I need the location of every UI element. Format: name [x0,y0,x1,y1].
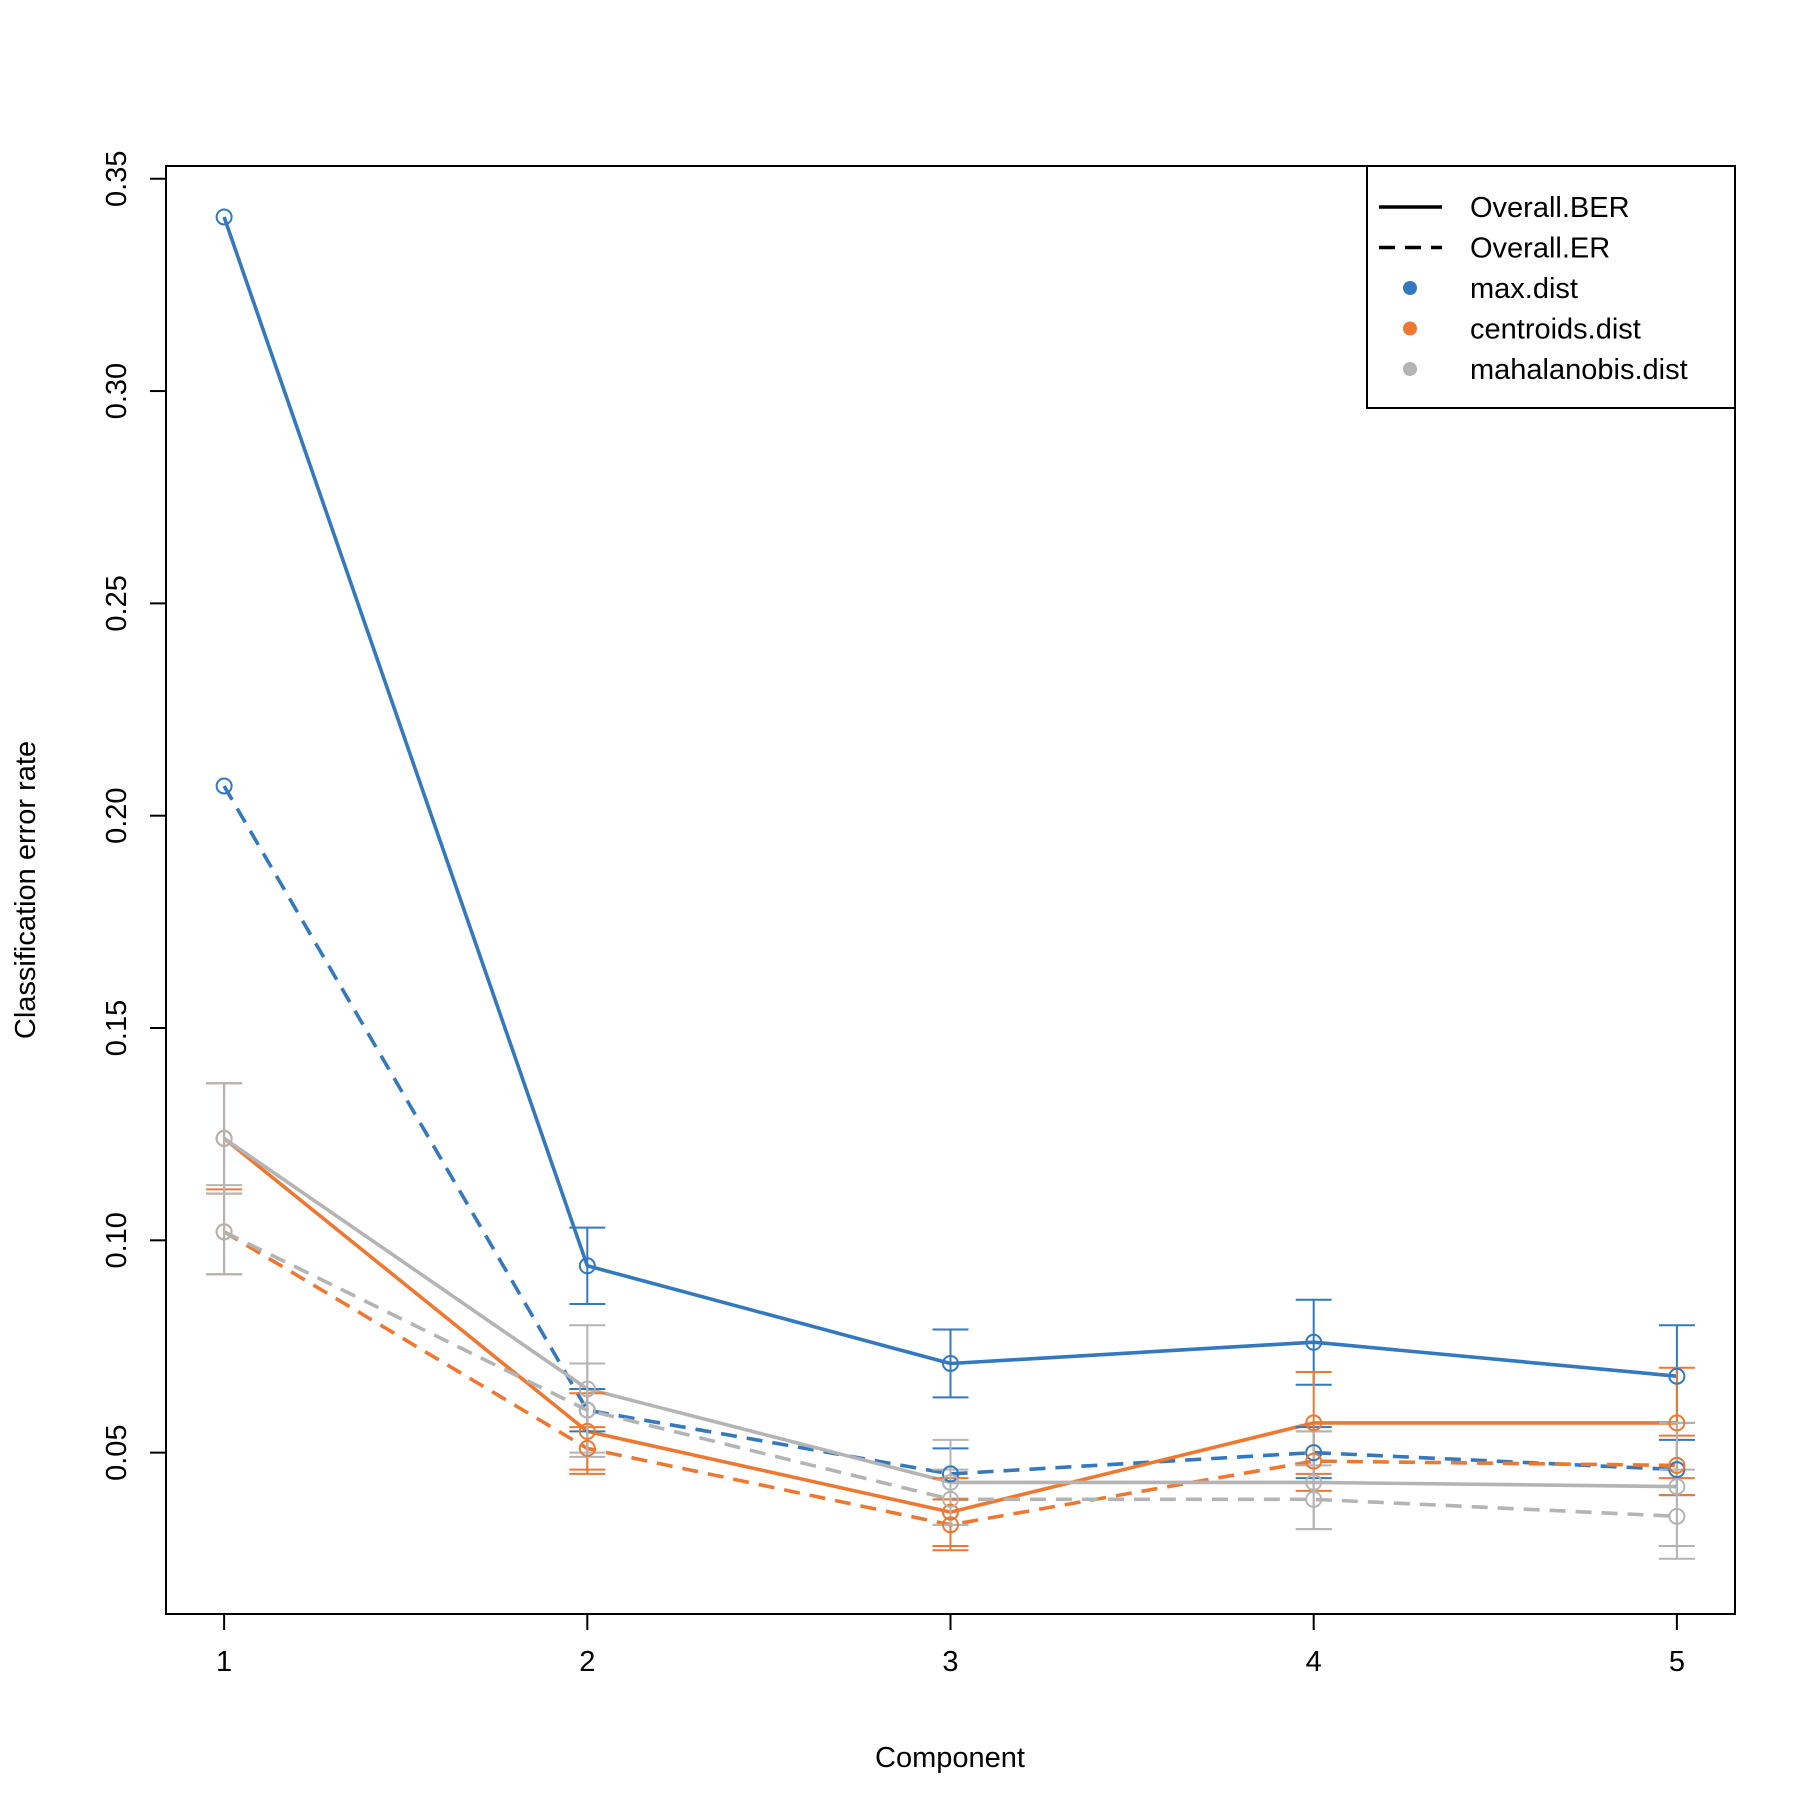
centroids-dist-overall-ber-point [578,1422,596,1440]
max-dist-overall-er-point [1305,1444,1323,1462]
mahalanobis-dist-overall-er-point [578,1401,596,1419]
x-tick-label: 3 [942,1646,958,1678]
max-dist-overall-ber-point [578,1257,596,1275]
y-tick-label: 0.25 [101,575,133,631]
legend-mahalanobis-dist-swatch [1403,362,1417,376]
y-tick-label: 0.05 [101,1424,133,1480]
mahalanobis-dist-overall-er-point [215,1223,233,1241]
mahalanobis-dist-overall-er-point [1668,1507,1686,1525]
legend-overall-ber-label: Overall.BER [1470,192,1630,224]
y-axis-label: Classification error rate [10,741,42,1039]
y-tick-label: 0.20 [101,787,133,843]
legend-mahalanobis-dist-label: mahalanobis.dist [1470,354,1688,386]
legend: Overall.BER Overall.ER max.dist centroids.d… [1366,165,1736,409]
mahalanobis-dist-overall-ber-point [1668,1478,1686,1496]
mahalanobis-dist-overall-ber-point [942,1473,959,1491]
max-dist-overall-er-point [1668,1461,1686,1479]
x-tick-label: 2 [579,1646,595,1678]
mahalanobis-dist-overall-ber-point [1305,1473,1323,1491]
mahalanobis-dist-overall-er-point [942,1490,959,1508]
centroids-dist-overall-er-point [1668,1456,1686,1474]
legend-overall-er-label: Overall.ER [1470,233,1610,265]
y-tick-label: 0.30 [101,363,133,419]
max-dist-overall-ber-point [1668,1367,1686,1385]
x-tick-label: 5 [1669,1646,1685,1678]
mahalanobis-dist-overall-er-line [223,1230,1677,1519]
max-dist-overall-er-line [222,785,1677,1476]
legend-centroids-dist-label: centroids.dist [1470,314,1641,346]
max-dist-overall-ber-point [942,1354,959,1372]
x-tick-label: 1 [216,1646,232,1678]
x-axis-label: Component [875,1742,1025,1774]
legend-centroids-dist-swatch [1403,321,1417,336]
legend-max-dist-label: max.dist [1470,273,1578,305]
y-tick-label: 0.15 [101,1000,133,1056]
mahalanobis-dist-overall-ber-point [578,1380,596,1398]
max-dist-overall-ber-point [215,208,233,226]
centroids-dist-overall-er-point [578,1439,596,1457]
point-layer [215,208,1686,1534]
mahalanobis-dist-overall-er-point [1305,1490,1323,1508]
mahalanobis-dist-overall-ber-point [215,1129,233,1147]
centroids-dist-overall-ber-point [1305,1414,1323,1432]
x-tick-label: 4 [1306,1646,1322,1678]
centroids-dist-overall-er-point [1305,1452,1323,1470]
centroids-dist-overall-ber-point [1668,1414,1686,1432]
max-dist-overall-er-point [215,777,233,795]
centroids-dist-overall-er-point [942,1516,959,1534]
max-dist-overall-er-point [942,1465,959,1483]
y-tick-label: 0.35 [101,151,133,207]
max-dist-overall-ber-point [1305,1333,1323,1351]
axis-layer: 1 2 3 4 5 0.05 0.10 0.15 0.20 0.25 0.30 0.35 [101,151,1685,1678]
centroids-dist-overall-ber-point [942,1503,959,1521]
y-tick-label: 0.10 [101,1212,133,1268]
legend-max-dist-swatch [1403,281,1417,295]
